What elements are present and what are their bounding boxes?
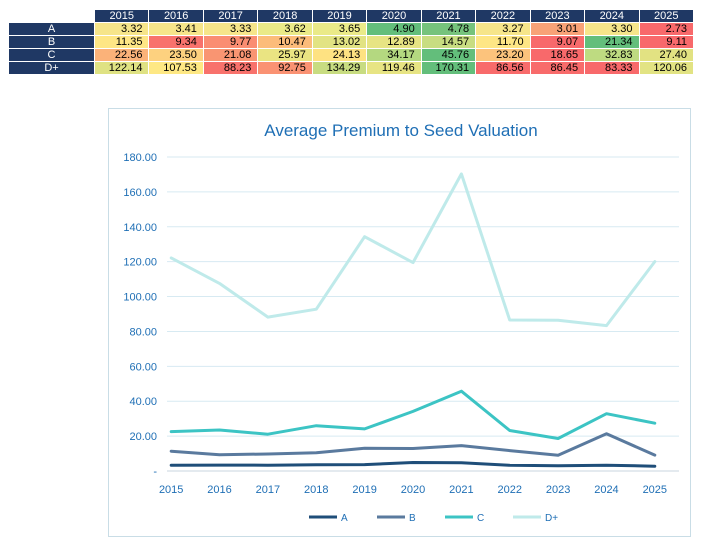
line-chart: Average Premium to Seed Valuation - 20.00… — [123, 121, 679, 524]
table-cell: 3.33 — [202, 22, 259, 36]
x-tick-label: 2019 — [352, 484, 376, 496]
table-cell: 22.56 — [93, 48, 150, 62]
column-header-year: 2025 — [638, 9, 695, 23]
y-tick-label: 60.00 — [129, 361, 157, 373]
table-cell: 86.56 — [475, 61, 531, 75]
x-tick-label: 2021 — [449, 484, 473, 496]
column-header-year: 2018 — [257, 9, 313, 23]
table-cell: 92.75 — [257, 61, 313, 75]
y-tick-label: 140.00 — [123, 222, 157, 234]
table-cell: 4.90 — [366, 22, 422, 36]
table-cell: 88.23 — [202, 61, 259, 75]
table-cell: 32.83 — [584, 48, 640, 62]
x-tick-label: 2022 — [497, 484, 521, 496]
legend-label: D+ — [545, 513, 558, 524]
x-tick-label: 2025 — [643, 484, 667, 496]
y-tick-label: 80.00 — [129, 326, 157, 338]
table-cell: 10.47 — [257, 35, 313, 49]
table-cell: 83.33 — [584, 61, 640, 75]
y-tick-label: 100.00 — [123, 292, 157, 304]
table-cell: 23.20 — [475, 48, 531, 62]
x-tick-label: 2020 — [401, 484, 425, 496]
chart-title: Average Premium to Seed Valuation — [264, 121, 537, 140]
table-cell: 21.08 — [202, 48, 259, 62]
x-tick-label: 2016 — [207, 484, 231, 496]
table-corner — [8, 9, 95, 23]
table-cell: 3.01 — [529, 22, 586, 36]
series-line-a — [169, 461, 657, 468]
y-tick-label: 180.00 — [123, 152, 157, 164]
table-cell: 3.65 — [311, 22, 368, 36]
column-header-year: 2021 — [420, 9, 477, 23]
table-cell: 11.70 — [475, 35, 531, 49]
table-row: D+ 122.14 107.53 88.23 92.75 134.29 119.46 170.… — [8, 61, 695, 75]
series-line-c — [169, 389, 657, 440]
table-cell: 9.07 — [529, 35, 586, 49]
table-cell: 27.40 — [638, 48, 695, 62]
column-header-year: 2024 — [584, 9, 640, 23]
row-header-label: B — [8, 35, 95, 49]
table-cell: 21.34 — [584, 35, 640, 49]
column-header-year: 2020 — [366, 9, 422, 23]
table-cell: 45.76 — [420, 48, 477, 62]
y-tick-label: - — [153, 466, 157, 478]
table-cell: 12.89 — [366, 35, 422, 49]
row-header-label: C — [8, 48, 95, 62]
y-tick-label: 20.00 — [129, 431, 157, 443]
table-row: B 11.35 9.34 9.77 10.47 13.02 12.89 14.57 11.70 9… — [8, 35, 695, 49]
table-cell: 4.78 — [420, 22, 477, 36]
table-cell: 18.65 — [529, 48, 586, 62]
row-header-label: A — [8, 22, 95, 36]
legend-label: A — [341, 513, 348, 524]
table-row: C 22.56 23.50 21.08 25.97 24.13 34.17 45.76 23.2… — [8, 48, 695, 62]
table-cell: 3.41 — [148, 22, 204, 36]
row-header-label: D+ — [8, 61, 95, 75]
table-cell: 14.57 — [420, 35, 477, 49]
x-tick-label: 2018 — [304, 484, 328, 496]
table-cell: 2.73 — [638, 22, 695, 36]
table-cell: 170.31 — [420, 61, 477, 75]
table-cell: 134.29 — [311, 61, 368, 75]
table-cell: 25.97 — [257, 48, 313, 62]
y-tick-label: 120.00 — [123, 257, 157, 269]
table-body: A 3.32 3.41 3.33 3.62 3.65 4.90 4.78 3.27 3.01 3.3… — [8, 22, 695, 75]
x-tick-label: 2024 — [594, 484, 618, 496]
series-line-d-plus — [169, 172, 657, 328]
column-header-year: 2016 — [148, 9, 204, 23]
table-cell: 13.02 — [311, 35, 368, 49]
heatmap-table: 2015 2016 2017 2018 2019 2020 2021 2022 2023 2024… — [8, 9, 695, 75]
table-cell: 107.53 — [148, 61, 204, 75]
y-tick-label: 160.00 — [123, 187, 157, 199]
legend-label: C — [477, 513, 484, 524]
column-header-year: 2023 — [529, 9, 586, 23]
y-tick-label: 40.00 — [129, 396, 157, 408]
legend-label: B — [409, 513, 416, 524]
table-cell: 120.06 — [638, 61, 695, 75]
table-cell: 122.14 — [93, 61, 150, 75]
table-cell: 9.77 — [202, 35, 259, 49]
column-header-year: 2019 — [311, 9, 368, 23]
table-cell: 24.13 — [311, 48, 368, 62]
table-cell: 3.27 — [475, 22, 531, 36]
column-header-year: 2015 — [93, 9, 150, 23]
chart-panel: Average Premium to Seed Valuation - 20.00… — [108, 108, 691, 537]
table-cell: 3.30 — [584, 22, 640, 36]
x-tick-label: 2015 — [159, 484, 183, 496]
table-header-row: 2015 2016 2017 2018 2019 2020 2021 2022 2023 2024… — [8, 9, 695, 23]
table-cell: 119.46 — [366, 61, 422, 75]
table-cell: 9.11 — [638, 35, 695, 49]
table-cell: 3.32 — [93, 22, 150, 36]
table-row: A 3.32 3.41 3.33 3.62 3.65 4.90 4.78 3.27 3.01 3.3… — [8, 22, 695, 36]
column-header-year: 2022 — [475, 9, 531, 23]
table-cell: 34.17 — [366, 48, 422, 62]
series-line-b — [169, 432, 657, 457]
table-cell: 9.34 — [148, 35, 204, 49]
x-tick-label: 2017 — [256, 484, 280, 496]
x-tick-label: 2023 — [546, 484, 570, 496]
table-cell: 11.35 — [93, 35, 150, 49]
column-header-year: 2017 — [202, 9, 259, 23]
table-cell: 3.62 — [257, 22, 313, 36]
table-cell: 86.45 — [529, 61, 586, 75]
table-cell: 23.50 — [148, 48, 204, 62]
